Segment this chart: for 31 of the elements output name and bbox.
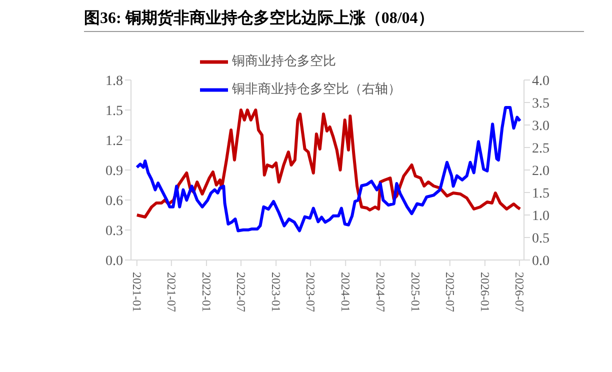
- y2-tick-label: 0.0: [532, 254, 550, 269]
- legend-label: 铜非商业持仓多空比（右轴）: [232, 80, 401, 96]
- y2-tick-label: 0.5: [532, 231, 550, 246]
- y-tick-label: 1.2: [106, 134, 123, 149]
- y2-tick-label: 3.0: [532, 118, 550, 134]
- x-tick-label: 2023-07: [304, 272, 318, 312]
- y-tick-label: 0.6: [106, 194, 123, 209]
- y-tick-label: 1.8: [106, 74, 123, 89]
- legend-label: 铜商业持仓多空比: [232, 52, 336, 68]
- chart-title: 图36: 铜期货非商业持仓多空比边际上涨（08/04）: [84, 8, 584, 32]
- x-tick-label: 2022-07: [234, 272, 248, 312]
- y2-tick-label: 4.0: [532, 74, 550, 89]
- x-tick-label: 2024-01: [338, 272, 353, 312]
- x-tick-label: 2026-01: [478, 272, 492, 312]
- y2-tick-label: 2.0: [532, 164, 550, 179]
- x-tick-label: 2022-01: [199, 272, 214, 312]
- x-tick-label: 2023-01: [269, 272, 284, 312]
- x-tick-label: 2026-07: [512, 272, 526, 312]
- y-tick-label: 1.5: [106, 104, 123, 119]
- y-tick-label: 0.3: [106, 224, 123, 239]
- x-tick-label: 2021-07: [164, 272, 178, 312]
- y-tick-label: 0.9: [106, 164, 123, 179]
- y2-tick-label: 3.5: [532, 96, 550, 112]
- y2-tick-label: 2.5: [532, 141, 550, 156]
- x-tick-label: 2025-01: [408, 272, 422, 312]
- y2-tick-label: 1.0: [532, 208, 550, 224]
- y2-tick-label: 1.5: [532, 186, 550, 202]
- y-tick-label: 0.0: [106, 254, 123, 269]
- x-tick-label: 2025-07: [442, 272, 457, 312]
- x-tick-label: 2024-07: [373, 272, 388, 312]
- x-tick-label: 2021-01: [130, 272, 144, 312]
